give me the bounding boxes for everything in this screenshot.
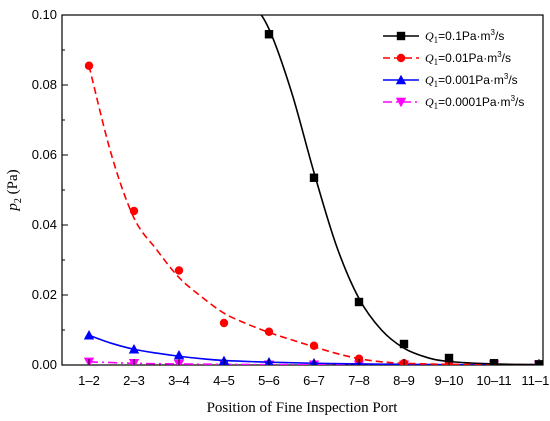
x-tick-label: 4–5 xyxy=(213,373,235,388)
legend-label: Q1=0.1Pa·m3/s xyxy=(425,28,504,45)
data-point xyxy=(174,266,184,275)
x-axis-label: Position of Fine Inspection Port xyxy=(207,400,399,416)
legend-end: /s xyxy=(515,95,524,109)
x-tick-label: 5–6 xyxy=(258,373,280,388)
legend-rest: =0.001Pa·m xyxy=(438,73,504,87)
data-point xyxy=(219,318,229,328)
legend-sup: 3 xyxy=(497,50,502,59)
legend-q: Q xyxy=(425,95,434,109)
x-tick-label: 1–2 xyxy=(78,373,100,388)
legend-sup: 3 xyxy=(504,72,509,81)
legend-end: /s xyxy=(508,73,517,87)
legend-marker xyxy=(395,74,407,85)
legend-sub: 1 xyxy=(434,101,439,111)
y-tick-label: 0.02 xyxy=(32,287,57,302)
plot-frame xyxy=(61,14,544,366)
series-line xyxy=(88,65,540,365)
data-point xyxy=(264,30,274,39)
y-tick-label: 0.06 xyxy=(32,147,57,162)
y-tick-label: 0.08 xyxy=(32,77,57,92)
series-layer xyxy=(83,15,543,365)
legend-q: Q xyxy=(425,73,434,87)
legend-rest: =0.01Pa·m xyxy=(438,51,497,65)
data-point xyxy=(264,327,274,336)
legend-item: Q1=0.001Pa·m3/s xyxy=(383,72,518,89)
data-point xyxy=(129,206,139,216)
legend-rest: =0.0001Pa·m xyxy=(438,95,510,109)
data-point xyxy=(444,353,454,363)
series-line xyxy=(88,361,540,365)
y-axis-label: p2 (Pa) xyxy=(5,169,24,211)
y-axis-label-unit: (Pa) xyxy=(5,169,21,198)
data-point xyxy=(354,354,364,363)
x-tick-label: 6–7 xyxy=(303,373,325,388)
legend-item: Q1=0.01Pa·m3/s xyxy=(383,50,511,67)
legend: Q1=0.1Pa·m3/sQ1=0.01Pa·m3/sQ1=0.001Pa·m3… xyxy=(383,28,524,111)
legend-q: Q xyxy=(425,29,434,43)
y-tick-label: 0.04 xyxy=(32,217,57,232)
axes-layer: 0.00 0.02 0.04 0.06 0.08 0.10 1–2 2–3 3–4 4–5 5–6 6… xyxy=(32,7,550,388)
y-tick-label: 0.10 xyxy=(32,7,57,22)
data-point xyxy=(83,330,95,340)
data-point xyxy=(354,297,364,307)
legend-sup: 3 xyxy=(491,28,496,37)
data-point xyxy=(309,173,319,182)
x-tick-label: 9–10 xyxy=(435,373,464,388)
legend-item: Q1=0.1Pa·m3/s xyxy=(383,28,504,45)
data-point xyxy=(84,61,94,70)
x-tick-label: 10–11 xyxy=(476,373,511,388)
y-axis-label-var: p xyxy=(5,203,21,212)
legend-end: /s xyxy=(502,51,511,65)
legend-marker xyxy=(396,53,406,63)
data-point xyxy=(128,344,140,354)
data-point xyxy=(173,350,185,360)
legend-sub: 1 xyxy=(434,35,439,45)
x-tick-label: 11–12 xyxy=(521,373,550,388)
legend-item: Q1=0.0001Pa·m3/s xyxy=(383,94,524,111)
legend-rest: =0.1Pa·m xyxy=(438,29,490,43)
legend-sup: 3 xyxy=(511,94,516,103)
legend-label: Q1=0.001Pa·m3/s xyxy=(425,72,518,89)
legend-sub: 1 xyxy=(434,57,439,67)
data-point xyxy=(399,339,409,349)
legend-label: Q1=0.0001Pa·m3/s xyxy=(425,94,524,111)
legend-q: Q xyxy=(425,51,434,65)
y-axis-label-sub: 2 xyxy=(13,198,24,203)
legend-sub: 1 xyxy=(434,79,439,89)
x-tick-label: 7–8 xyxy=(348,373,370,388)
data-point xyxy=(309,341,319,350)
legend-label: Q1=0.01Pa·m3/s xyxy=(425,50,511,67)
legend-marker xyxy=(395,97,407,108)
y-tick-label: 0.00 xyxy=(32,357,57,372)
x-tick-label: 8–9 xyxy=(393,373,415,388)
x-tick-label: 2–3 xyxy=(123,373,145,388)
legend-end: /s xyxy=(495,29,504,43)
x-tick-label: 3–4 xyxy=(168,373,190,388)
legend-marker xyxy=(396,31,406,41)
